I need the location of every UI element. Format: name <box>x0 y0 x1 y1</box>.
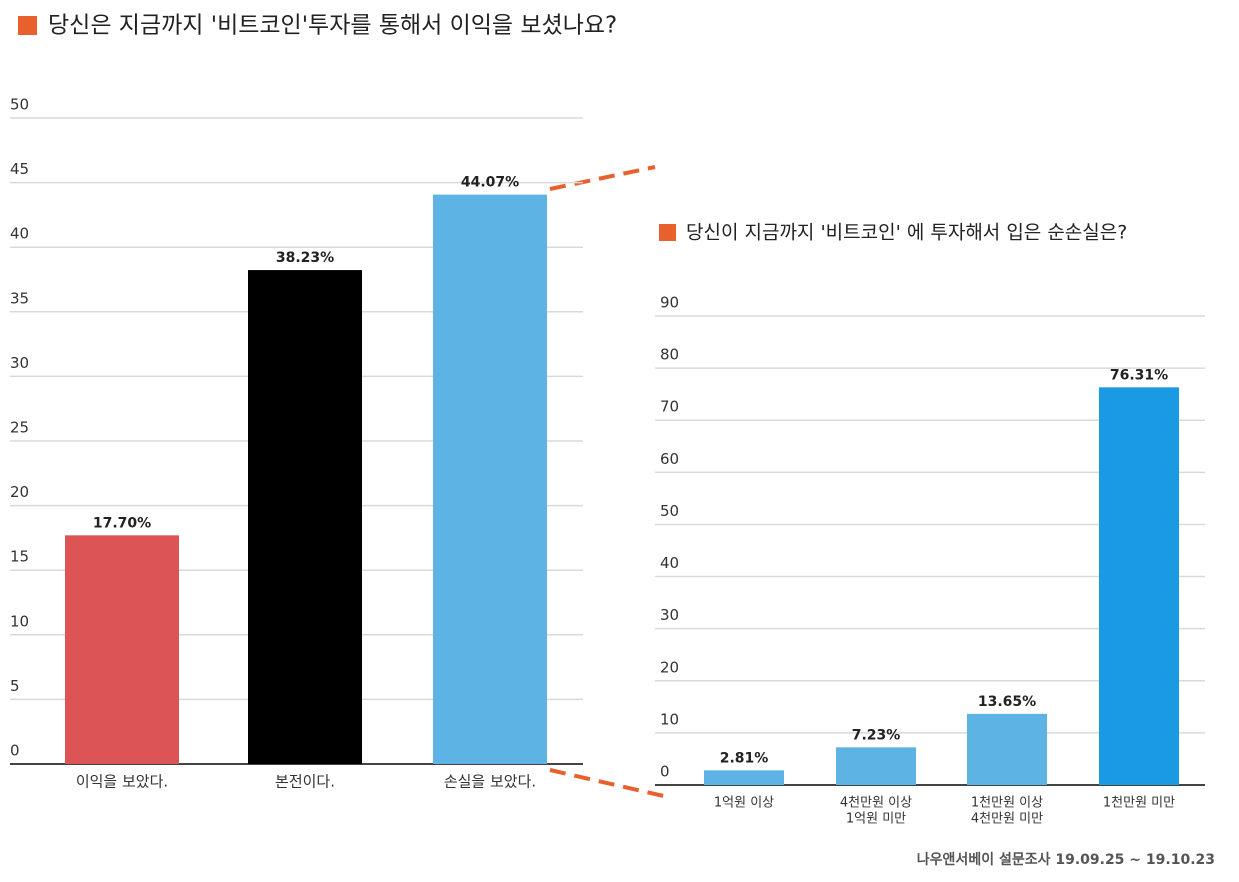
x-tick-label: 손실을 보았다. <box>444 773 536 791</box>
y-tick-label: 35 <box>10 289 29 307</box>
y-tick-label: 0 <box>10 742 20 760</box>
y-tick-label: 50 <box>660 502 679 520</box>
x-tick-label: 1천만원 미만 <box>1103 796 1175 811</box>
y-tick-label: 20 <box>10 483 29 501</box>
y-tick-label: 90 <box>660 294 679 312</box>
value-label: 44.07% <box>461 175 519 191</box>
bar <box>65 535 179 764</box>
bar <box>433 194 547 764</box>
connector <box>549 165 656 191</box>
connector <box>549 768 669 799</box>
y-tick-label: 60 <box>660 450 679 468</box>
x-tick-label: 1천만원 이상 <box>971 796 1043 811</box>
title-marker <box>18 16 37 35</box>
bar <box>836 747 916 785</box>
y-tick-label: 10 <box>10 612 29 630</box>
value-label: 76.31% <box>1110 367 1168 383</box>
chart-title: 당신은 지금까지 '비트코인'투자를 통해서 이익을 보셨나요? <box>48 13 617 39</box>
y-tick-label: 10 <box>660 710 679 728</box>
bar <box>1099 387 1179 785</box>
chart-title: 당신이 지금까지 '비트코인' 에 투자해서 입은 순손실은? <box>686 222 1127 244</box>
y-tick-label: 30 <box>10 354 29 372</box>
value-label: 13.65% <box>978 694 1036 710</box>
y-tick-label: 80 <box>660 346 679 364</box>
title-marker <box>659 224 676 241</box>
value-label: 7.23% <box>852 727 901 743</box>
bar <box>248 270 362 764</box>
y-tick-label: 40 <box>10 225 29 243</box>
y-tick-label: 70 <box>660 398 679 416</box>
value-label: 38.23% <box>276 250 334 266</box>
y-tick-label: 45 <box>10 160 29 178</box>
y-tick-label: 25 <box>10 419 29 437</box>
y-tick-label: 50 <box>10 96 29 114</box>
y-tick-label: 15 <box>10 548 29 566</box>
y-tick-label: 20 <box>660 658 679 676</box>
y-tick-label: 30 <box>660 606 679 624</box>
source: 나우앤서베이 설문조사 19.09.25 ~ 19.10.23 <box>917 851 1215 868</box>
value-label: 17.70% <box>93 515 151 531</box>
y-tick-label: 5 <box>10 677 20 695</box>
y-tick-label: 0 <box>660 763 670 781</box>
x-tick-label: 이익을 보았다. <box>76 773 168 791</box>
x-tick-label: 1억원 이상 <box>714 796 774 811</box>
y-tick-label: 40 <box>660 554 679 572</box>
x-tick-label: 본전이다. <box>275 773 335 791</box>
bar <box>967 713 1047 785</box>
x-tick-label: 1억원 미만 <box>846 812 906 827</box>
value-label: 2.81% <box>720 750 769 766</box>
x-tick-label: 4천만원 미만 <box>971 812 1043 827</box>
x-tick-label: 4천만원 이상 <box>840 796 912 811</box>
bar <box>704 770 784 785</box>
